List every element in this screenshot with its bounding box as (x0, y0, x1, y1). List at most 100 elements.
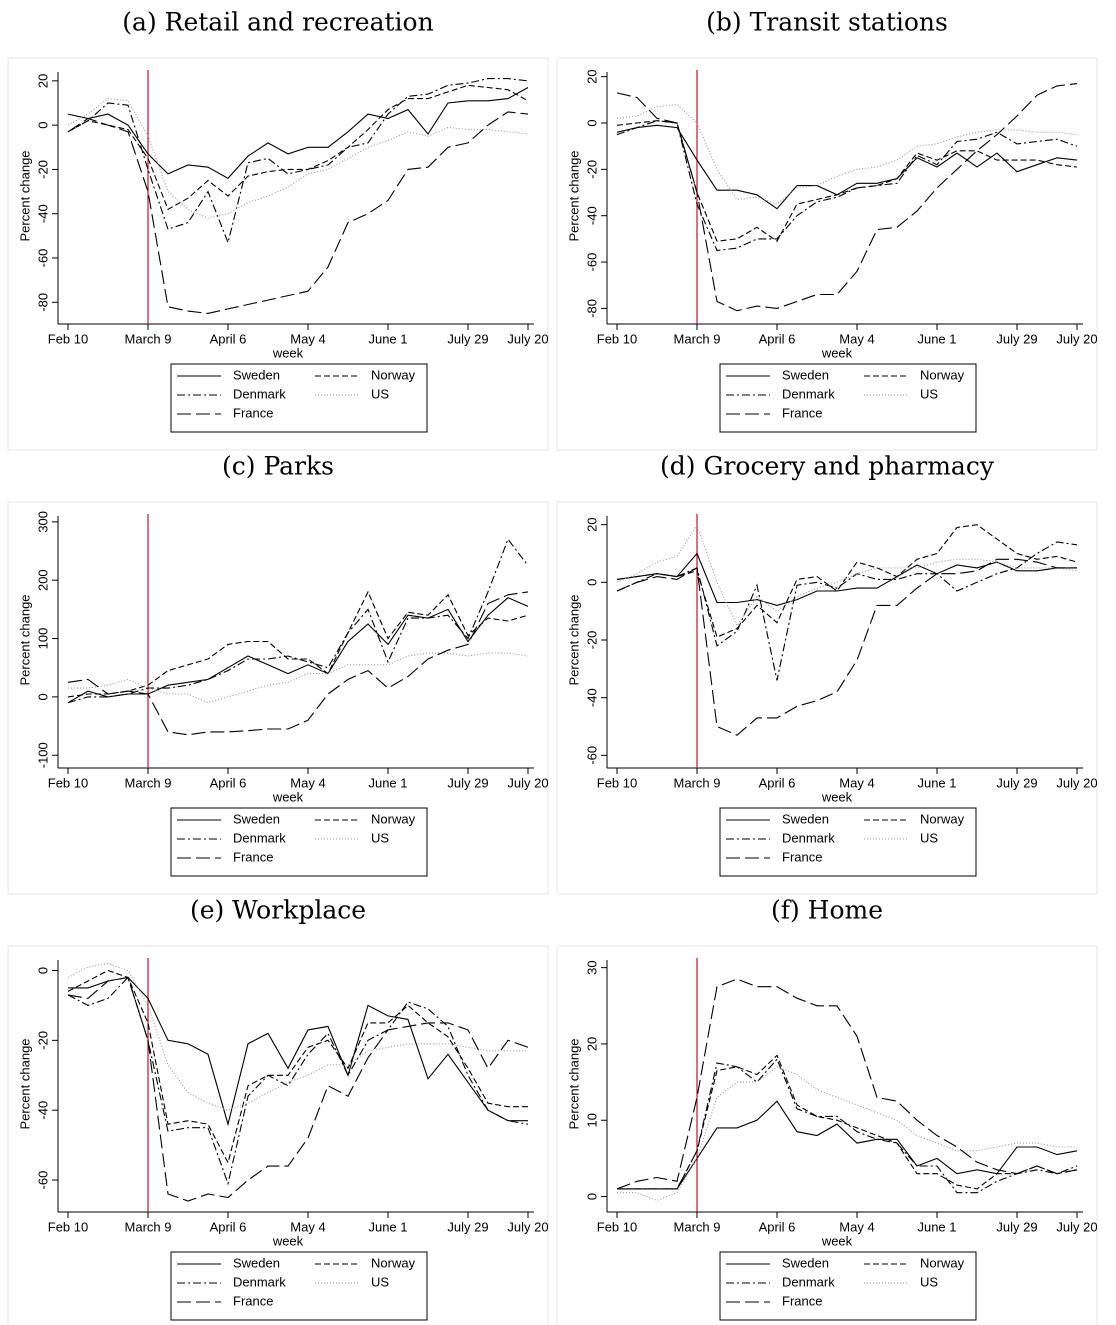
series-line (617, 1066, 1077, 1201)
panel-title: (c) Parks (222, 452, 334, 481)
panel-title: (a) Retail and recreation (122, 8, 433, 37)
series-line (616, 120, 1078, 252)
series-line (67, 111, 529, 314)
x-tick-label: June 1 (917, 1219, 956, 1234)
legend-label: Norway (920, 367, 965, 382)
x-tick-label: Feb 10 (48, 775, 88, 790)
legend-label: Norway (371, 811, 416, 826)
x-tick-label: May 4 (290, 331, 325, 346)
x-tick-label: June 1 (368, 1219, 407, 1234)
series-line (616, 552, 1077, 606)
y-tick-label: 20 (35, 74, 50, 88)
x-tick-label: Feb 10 (48, 331, 88, 346)
x-tick-label: July 29 (996, 1219, 1037, 1234)
series-line (67, 976, 529, 1202)
series-line (616, 524, 1078, 638)
legend: Sweden Norway Denmark US France (170, 363, 428, 433)
series-line (67, 590, 529, 698)
y-tick-label: 200 (35, 569, 50, 591)
y-tick-label: -60 (35, 1171, 50, 1190)
x-tick-label: April 6 (210, 775, 247, 790)
x-tick-label: March 9 (674, 775, 721, 790)
legend-label: France (782, 849, 822, 864)
legend-frame (719, 363, 977, 433)
series-line (617, 1058, 1078, 1194)
x-tick-label: June 1 (917, 331, 956, 346)
y-tick-label: 20 (584, 69, 599, 83)
x-tick-label: May 4 (290, 1219, 325, 1234)
x-tick-label: Feb 10 (597, 331, 637, 346)
legend-label: Sweden (233, 811, 280, 826)
legend-label: Denmark (233, 1274, 286, 1289)
legend-frame (170, 363, 428, 433)
y-axis-label: Percent change (17, 594, 32, 685)
panel: 0 10 20 30 Feb 10 March 9 April 6 May 4 June 1 Ju… (556, 945, 1098, 1325)
x-tick-label: July 29 (447, 775, 488, 790)
y-tick-label: -80 (35, 293, 50, 312)
y-tick-label: -60 (584, 746, 599, 765)
x-tick-label: July 29 (996, 331, 1037, 346)
y-tick-label: -20 (35, 160, 50, 179)
legend-label: France (782, 1293, 822, 1308)
legend-frame (170, 807, 428, 877)
y-tick-label: -60 (35, 249, 50, 268)
legend-label: US (920, 1274, 938, 1289)
panel-frame (7, 501, 549, 895)
series-line (67, 78, 529, 245)
legend-label: Sweden (233, 1255, 280, 1270)
x-tick-label: May 4 (839, 331, 874, 346)
y-tick-label: 10 (584, 1113, 599, 1127)
panel: -60 -40 -20 0 Feb 10 March 9 April 6 May 4 June … (7, 945, 549, 1325)
x-tick-label: July 20 (1056, 331, 1097, 346)
legend-label: Sweden (233, 367, 280, 382)
y-tick-label: -20 (584, 160, 599, 179)
legend-label: France (233, 849, 273, 864)
legend-label: Sweden (782, 367, 829, 382)
series-line (616, 523, 1078, 627)
y-tick-label: 0 (35, 967, 50, 974)
panel: -60 -40 -20 0 20 Feb 10 March 9 April 6 May 4 Jun… (556, 501, 1098, 895)
series-line (67, 538, 529, 704)
panel-frame (7, 57, 549, 451)
y-tick-label: 0 (35, 693, 50, 700)
x-tick-label: July 29 (447, 331, 488, 346)
x-tick-label: June 1 (368, 775, 407, 790)
y-tick-label: -40 (35, 204, 50, 223)
series-line (616, 83, 1078, 312)
x-tick-label: March 9 (125, 775, 172, 790)
x-tick-label: March 9 (125, 331, 172, 346)
x-tick-label: May 4 (839, 1219, 874, 1234)
y-tick-label: 0 (35, 122, 50, 129)
legend-frame (719, 807, 977, 877)
series-line (67, 84, 529, 211)
panel: -80 -60 -40 -20 0 20 Feb 10 March 9 April 6 May 4… (7, 57, 549, 451)
panel-title: (d) Grocery and pharmacy (660, 452, 995, 481)
x-tick-label: May 4 (839, 775, 874, 790)
series-line (67, 962, 528, 1111)
x-tick-label: July 20 (1056, 775, 1097, 790)
x-axis-label: week (821, 345, 853, 360)
legend-label: Denmark (233, 386, 286, 401)
panel: -100 0 100 200 300 Feb 10 March 9 April 6 May 4 J… (7, 501, 549, 895)
y-tick-label: -40 (584, 206, 599, 225)
legend-label: Norway (371, 367, 416, 382)
series-line (616, 124, 1078, 210)
x-tick-label: April 6 (210, 1219, 247, 1234)
x-tick-label: July 20 (507, 1219, 548, 1234)
y-tick-label: -80 (584, 299, 599, 318)
x-tick-label: July 29 (447, 1219, 488, 1234)
x-axis-label: week (272, 345, 304, 360)
x-tick-label: March 9 (125, 1219, 172, 1234)
series-line (67, 591, 529, 736)
legend-label: US (920, 830, 938, 845)
legend-label: US (371, 1274, 389, 1289)
legend: Sweden Norway Denmark US France (170, 807, 428, 877)
panel-title: (f) Home (771, 896, 883, 925)
legend-label: Sweden (782, 811, 829, 826)
legend-label: Denmark (782, 386, 835, 401)
y-tick-label: 0 (584, 119, 599, 126)
legend-label: US (920, 386, 938, 401)
legend-label: Denmark (782, 1274, 835, 1289)
panel-frame (556, 501, 1098, 895)
